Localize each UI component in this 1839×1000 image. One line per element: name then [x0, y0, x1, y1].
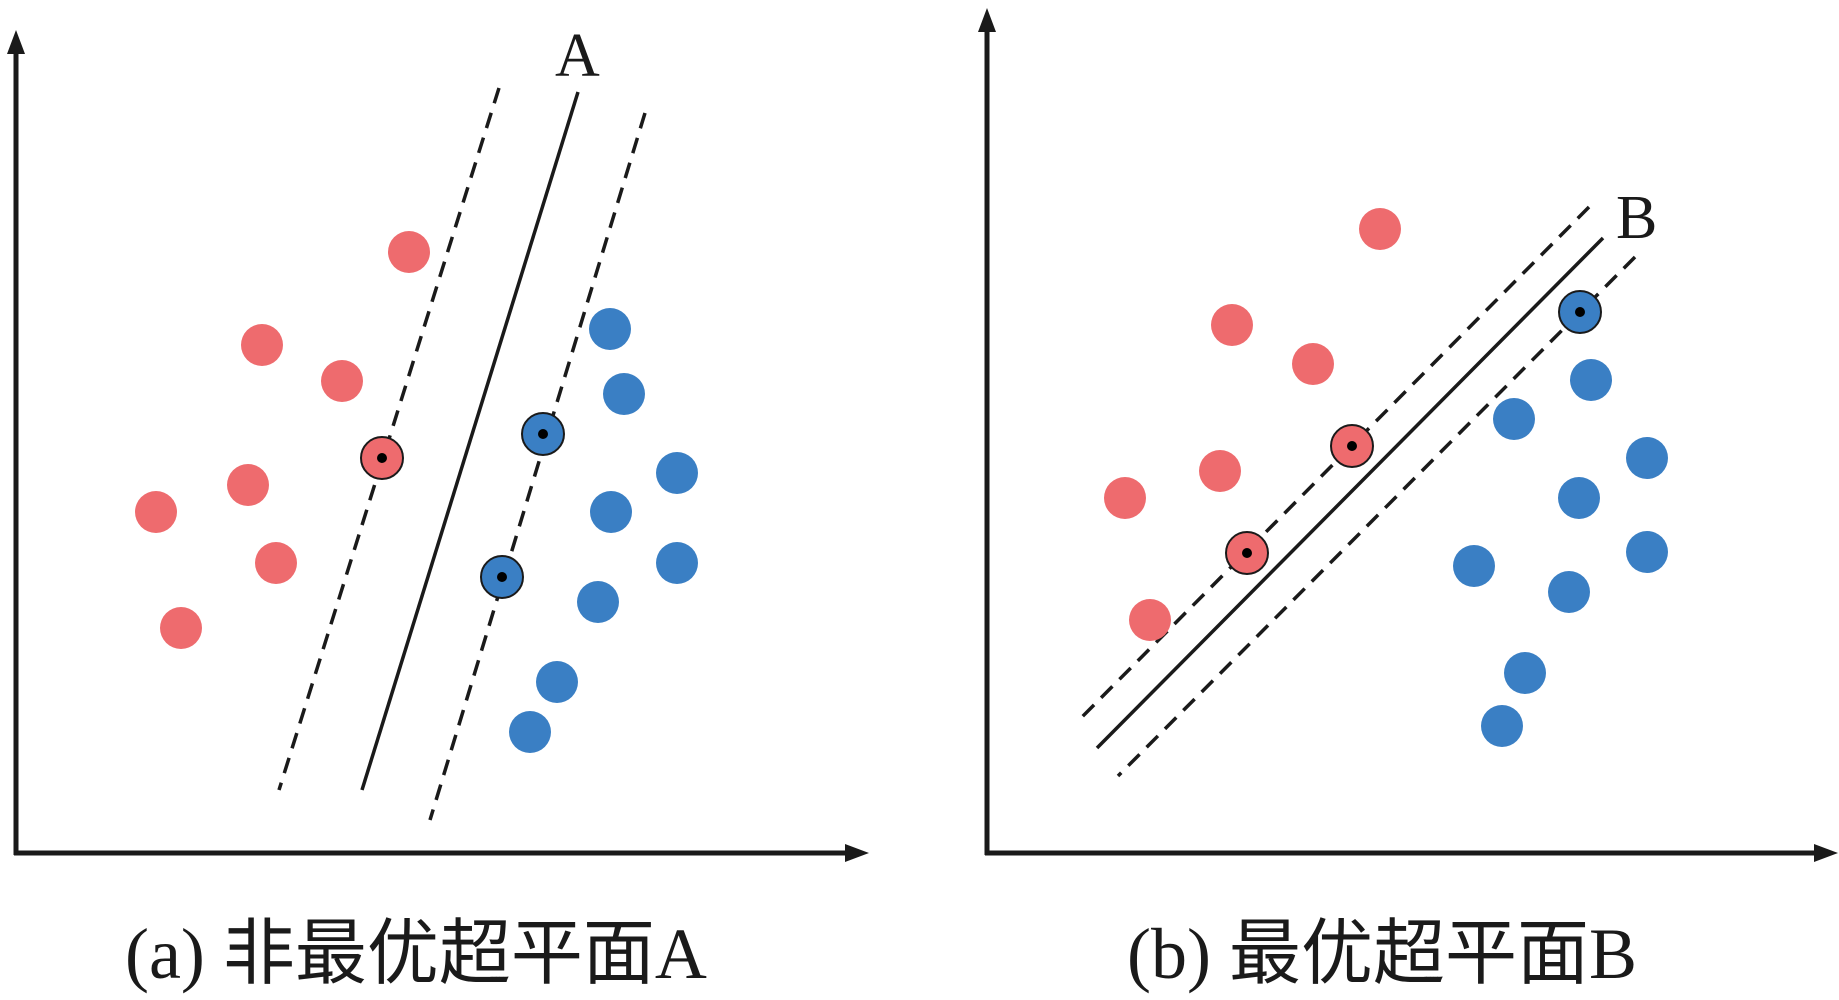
blue-point — [1453, 545, 1495, 587]
red-point — [135, 491, 177, 533]
support-vector-dot — [1575, 307, 1585, 317]
blue-point — [590, 491, 632, 533]
hyperplane-line — [360, 91, 580, 791]
hyperplane-line — [1095, 236, 1605, 750]
red-point — [1292, 343, 1334, 385]
blue-point — [1548, 571, 1590, 613]
diagram-b: B (b) 最优超平面B — [978, 8, 1838, 994]
blue-point — [1570, 359, 1612, 401]
x-axis-arrow — [1814, 844, 1838, 862]
red-point — [1129, 599, 1171, 641]
data-points — [135, 231, 698, 753]
caption: (b) 最优超平面B — [1127, 914, 1637, 994]
red-point — [241, 324, 283, 366]
support-vector-dot — [538, 429, 548, 439]
hyperplane-label: B — [1616, 184, 1657, 252]
x-axis-arrow — [845, 844, 869, 862]
red-point — [227, 464, 269, 506]
hyperplane-lines — [1076, 205, 1637, 778]
support-vector-dot — [497, 572, 507, 582]
blue-point — [1626, 531, 1668, 573]
red-point — [1211, 304, 1253, 346]
axes — [978, 8, 1838, 862]
blue-point — [509, 711, 551, 753]
blue-point — [577, 581, 619, 623]
y-axis-arrow — [978, 8, 996, 32]
blue-point — [1493, 398, 1535, 440]
support-vector-dot — [377, 453, 387, 463]
blue-point — [536, 661, 578, 703]
caption: (a) 非最优超平面A — [125, 914, 707, 994]
margin-line — [428, 112, 647, 821]
hyperplane-lines — [277, 87, 647, 821]
margin-line — [1076, 205, 1591, 723]
blue-point — [1558, 477, 1600, 519]
blue-point — [589, 308, 631, 350]
blue-point — [1504, 652, 1546, 694]
panel-a: A (a) 非最优超平面A — [0, 0, 919, 1000]
red-point — [1199, 450, 1241, 492]
support-vector-dot — [1242, 548, 1252, 558]
red-point — [160, 607, 202, 649]
axes — [7, 30, 869, 862]
support-vector-dot — [1347, 441, 1357, 451]
blue-point — [1481, 705, 1523, 747]
blue-point — [656, 452, 698, 494]
blue-point — [656, 542, 698, 584]
y-axis-arrow — [7, 30, 25, 54]
red-point — [388, 231, 430, 273]
red-point — [1359, 208, 1401, 250]
data-points — [1104, 208, 1668, 747]
diagram-a: A (a) 非最优超平面A — [7, 22, 869, 994]
margin-line — [1116, 255, 1637, 778]
red-point — [321, 360, 363, 402]
panel-b: B (b) 最优超平面B — [920, 0, 1839, 1000]
blue-point — [603, 373, 645, 415]
blue-point — [1626, 437, 1668, 479]
red-point — [255, 542, 297, 584]
hyperplane-label: A — [555, 22, 600, 90]
red-point — [1104, 477, 1146, 519]
